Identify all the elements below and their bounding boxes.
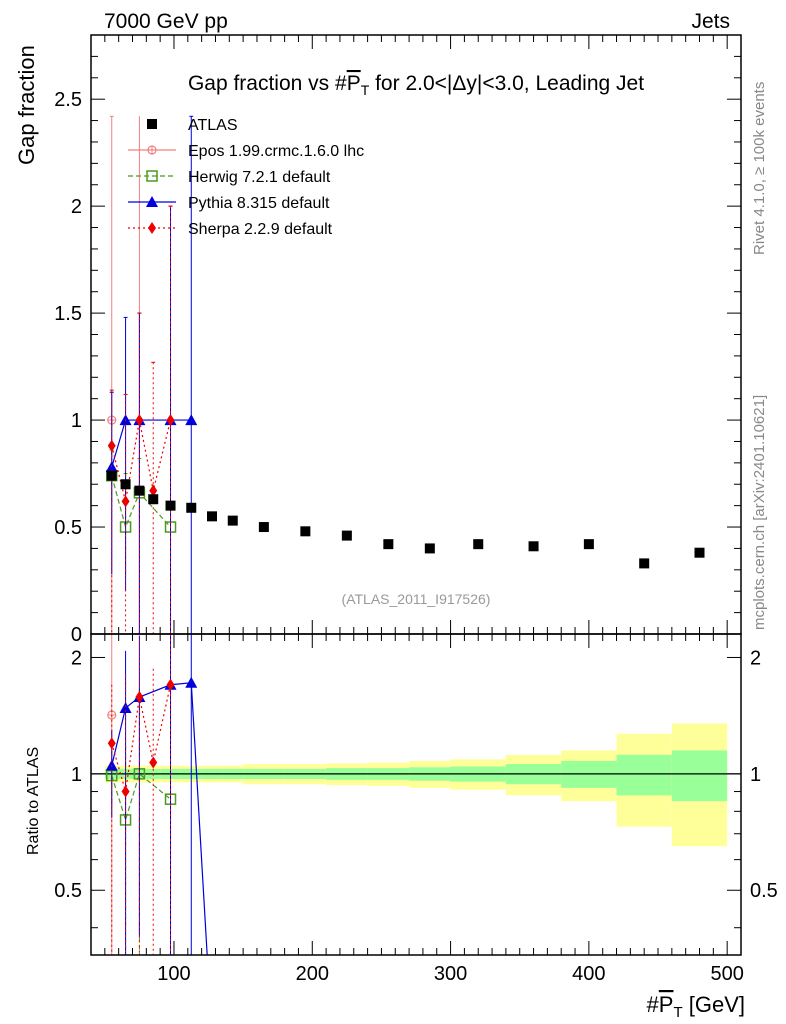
pythia-ratio-point bbox=[185, 676, 198, 688]
atlas-data-point bbox=[148, 494, 159, 505]
sherpa-ratio-point bbox=[135, 691, 144, 704]
legend-marker-atlas bbox=[147, 119, 157, 129]
sherpa-ratio-point bbox=[166, 678, 175, 691]
x-tick-label: 200 bbox=[296, 963, 329, 985]
ratio-y-tick-label: 1 bbox=[71, 764, 82, 786]
pythia-ratio-line bbox=[111, 682, 208, 956]
upper-plot bbox=[105, 115, 705, 634]
legend-marker-epos bbox=[147, 145, 157, 155]
x-tick-label: 500 bbox=[710, 963, 743, 985]
band-inner-bin bbox=[671, 750, 728, 802]
atlas-data-point bbox=[227, 515, 238, 526]
atlas-data-point bbox=[134, 485, 145, 496]
atlas-data-point bbox=[583, 539, 594, 550]
analysis-watermark: (ATLAS_2011_I917526) bbox=[342, 591, 491, 607]
atlas-data-point bbox=[694, 547, 705, 558]
legend-label-atlas: ATLAS bbox=[188, 117, 238, 134]
mcplots-source-label: mcplots.cern.ch [arXiv:2401.10621] bbox=[751, 395, 768, 630]
y-tick-label: 1 bbox=[71, 410, 82, 432]
y-tick-label: 1.5 bbox=[54, 303, 82, 325]
pythia-line bbox=[111, 419, 192, 468]
legend-marker-pythia bbox=[146, 196, 158, 207]
y-axis-label: Gap fraction bbox=[14, 45, 39, 165]
atlas-data-point bbox=[300, 526, 311, 537]
sherpa-point bbox=[166, 414, 175, 427]
atlas-data-point bbox=[186, 502, 197, 513]
sherpa-line bbox=[111, 419, 172, 502]
atlas-data-point bbox=[639, 558, 650, 569]
atlas-data-point bbox=[424, 543, 435, 554]
legend-marker-herwig bbox=[146, 170, 158, 182]
chart-title: Gap fraction vs #PT for 2.0<|Δy|<3.0, Le… bbox=[188, 72, 644, 98]
ratio-y-axis-label: Ratio to ATLAS bbox=[25, 747, 42, 855]
atlas-data-point bbox=[106, 470, 117, 481]
ratio-y-tick-label: 2 bbox=[71, 647, 82, 669]
y-tick-label: 2 bbox=[71, 196, 82, 218]
atlas-data-point bbox=[258, 522, 269, 533]
sherpa-point bbox=[135, 414, 144, 427]
sherpa-point bbox=[107, 439, 116, 452]
legend-label-pythia: Pythia 8.315 default bbox=[188, 195, 330, 212]
x-tick-label: 100 bbox=[157, 963, 190, 985]
legend-marker-sherpa bbox=[148, 222, 156, 234]
sherpa-ratio-point bbox=[149, 756, 158, 769]
x-tick-label: 300 bbox=[434, 963, 467, 985]
y-tick-label: 0 bbox=[71, 624, 82, 646]
pythia-point bbox=[185, 414, 198, 426]
atlas-data-point bbox=[165, 500, 176, 511]
atlas-data-point bbox=[341, 530, 352, 541]
x-axis-label: #PT [GeV] bbox=[647, 992, 745, 1021]
sherpa-point bbox=[149, 484, 158, 497]
atlas-data-point bbox=[383, 539, 394, 550]
pythia-ratio-point bbox=[119, 702, 132, 714]
ratio-y-tick-label-right: 2 bbox=[750, 647, 761, 669]
y-tick-label: 0.5 bbox=[54, 517, 82, 539]
sherpa-ratio-point bbox=[107, 737, 116, 750]
atlas-data-point bbox=[207, 511, 218, 522]
ratio-plot bbox=[105, 634, 208, 956]
rivet-version-label: Rivet 4.1.0, ≥ 100k events bbox=[751, 82, 768, 255]
atlas-data-point bbox=[120, 479, 131, 490]
ratio-frame bbox=[90, 633, 742, 956]
legend-label-epos: Epos 1.99.crmc.1.6.0 lhc bbox=[188, 143, 364, 160]
legend-label-herwig: Herwig 7.2.1 default bbox=[188, 169, 331, 186]
x-tick-label: 400 bbox=[572, 963, 605, 985]
y-tick-label: 2.5 bbox=[54, 89, 82, 111]
atlas-uncertainty-bands bbox=[91, 723, 741, 847]
sherpa-ratio-point bbox=[121, 785, 130, 798]
band-inner-bin bbox=[616, 754, 672, 796]
ratio-y-tick-label-right: 0.5 bbox=[750, 880, 778, 902]
legend-label-sherpa: Sherpa 2.2.9 default bbox=[188, 221, 333, 238]
header-jets-label: Jets bbox=[691, 10, 730, 33]
legend: ATLAS Epos 1.99.crmc.1.6.0 lhc Herwig 7.… bbox=[128, 117, 364, 238]
atlas-data-point bbox=[528, 541, 539, 552]
sherpa-point bbox=[121, 495, 130, 508]
ratio-y-tick-label: 0.5 bbox=[54, 880, 82, 902]
herwig-ratio-line bbox=[111, 772, 171, 822]
atlas-data-point bbox=[473, 539, 484, 550]
axes: 100 200 300 400 500 0 0.5 1 1.5 2 2.5 0.5 0.5 1 1 2 2 bbox=[54, 34, 778, 985]
header-energy-label: 7000 GeV pp bbox=[104, 10, 228, 33]
ratio-y-tick-label-right: 1 bbox=[750, 764, 761, 786]
herwig-line bbox=[111, 475, 171, 529]
